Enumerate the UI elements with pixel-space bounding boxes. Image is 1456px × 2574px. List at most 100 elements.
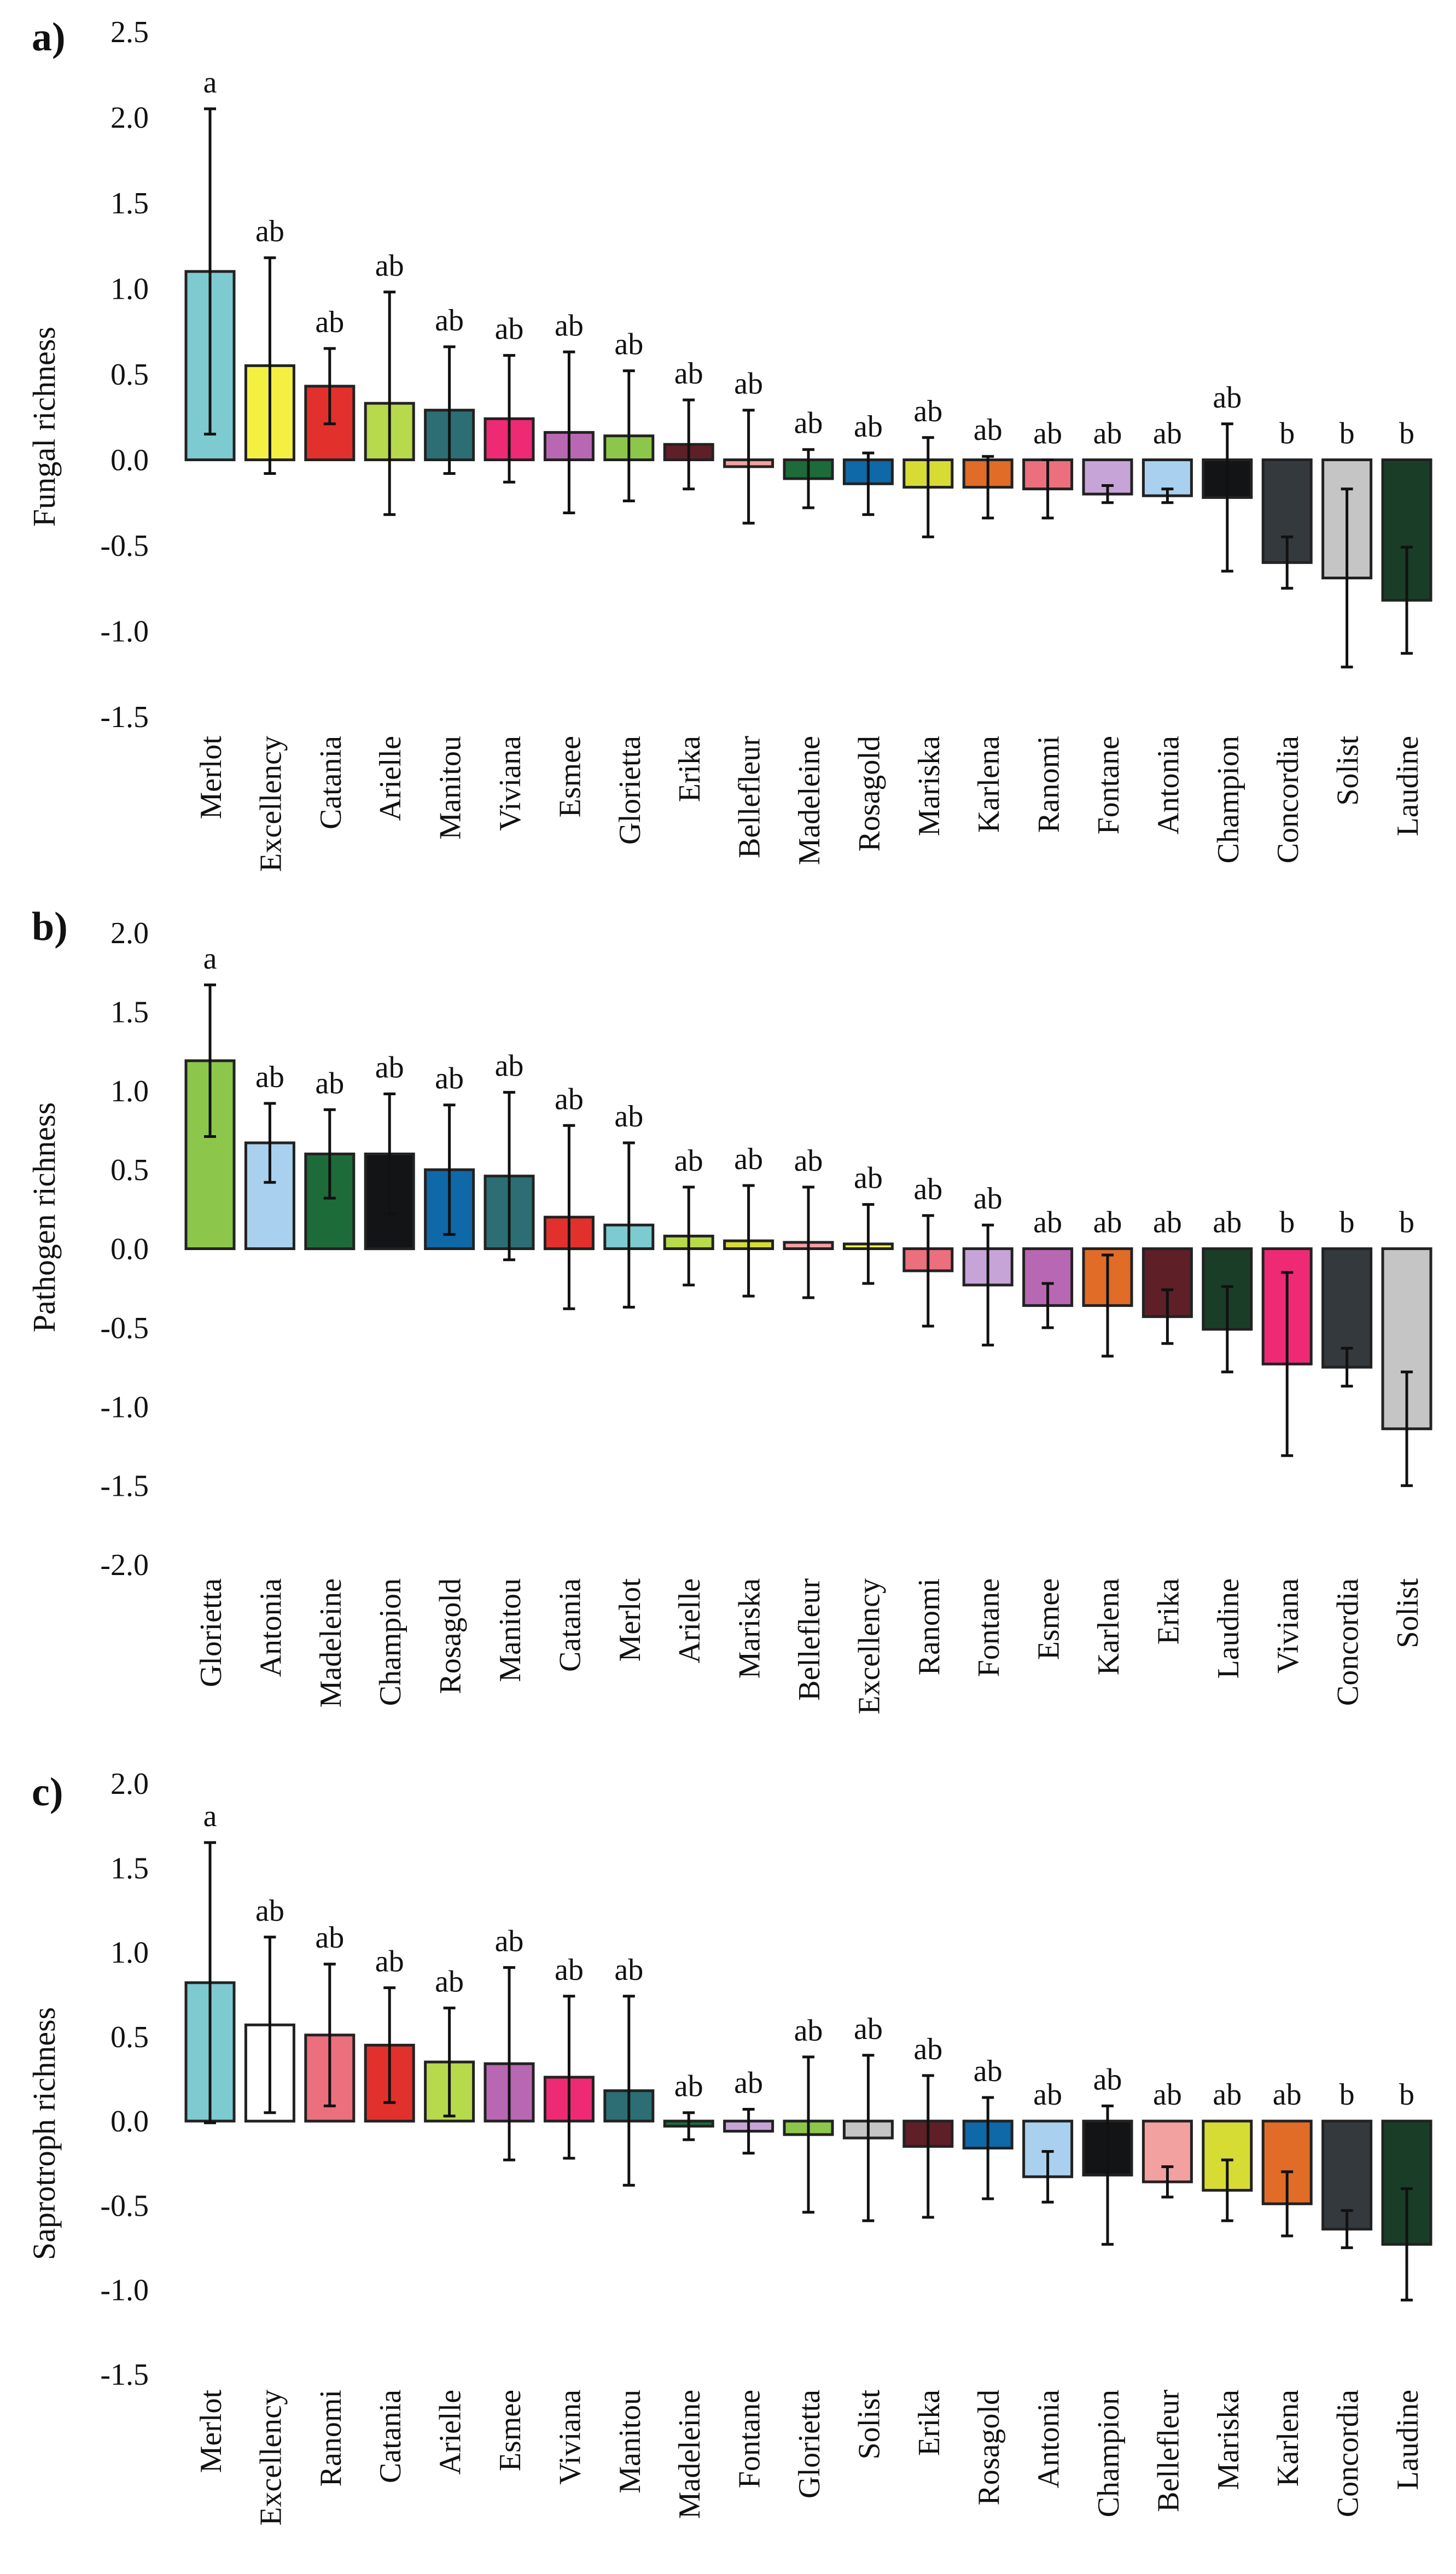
- y-tick-label-a-5: 1.0: [110, 272, 149, 306]
- y-tick-label-a-6: 1.5: [110, 187, 149, 220]
- x-tick-label-c-champion: Champion: [1092, 2390, 1126, 2517]
- significance-letter-b-erika: ab: [1153, 1206, 1182, 1240]
- significance-letter-a-rosagold: ab: [854, 410, 883, 444]
- x-tick-label-a-merlot: Merlot: [194, 736, 228, 820]
- panel-a: a) Fungal richness -1.5 -1.0 -0.5 0.0 0.5 1.0…: [26, 15, 1432, 872]
- y-axis-label-c: Saprotroph richness: [26, 2007, 62, 2260]
- y-tick-label-c-2: -0.5: [100, 2189, 149, 2223]
- significance-letter-c-solist: ab: [854, 2012, 883, 2046]
- significance-letter-a-glorietta: ab: [614, 328, 643, 362]
- x-tick-label-a-antonia: Antonia: [1151, 736, 1185, 835]
- significance-letter-a-bellefleur: ab: [734, 367, 763, 401]
- x-tick-label-c-fontane: Fontane: [733, 2390, 767, 2488]
- y-tick-label-c-4: 0.5: [110, 2020, 149, 2054]
- x-tick-label-c-ranomi: Ranomi: [314, 2390, 348, 2486]
- y-tick-label-c-3: 0.0: [110, 2105, 149, 2139]
- significance-letter-c-karlena: ab: [1273, 2078, 1302, 2112]
- significance-letter-c-catania: ab: [375, 1944, 404, 1978]
- x-tick-label-c-karlena: Karlena: [1271, 2390, 1305, 2486]
- significance-letter-a-antonia: ab: [1153, 417, 1182, 451]
- x-tick-label-b-glorietta: Glorietta: [194, 1578, 228, 1687]
- y-tick-label-b-7: 1.5: [110, 995, 149, 1029]
- x-tick-label-b-erika: Erika: [1151, 1578, 1185, 1645]
- x-tick-label-b-viviana: Viviana: [1271, 1578, 1305, 1674]
- x-tick-label-b-merlot: Merlot: [613, 1578, 647, 1662]
- x-tick-label-c-excellency: Excellency: [254, 2390, 288, 2526]
- significance-letter-b-solist: b: [1399, 1206, 1414, 1240]
- significance-letter-b-champion: ab: [375, 1051, 404, 1085]
- chart-b: -2.0 -1.5 -1.0 -0.5 0.0 0.5 1.0 1.5 2.0 a Gloriett…: [100, 916, 1432, 1715]
- x-tick-label-b-laudine: Laudine: [1212, 1578, 1245, 1678]
- x-tick-label-b-catania: Catania: [553, 1578, 587, 1672]
- significance-letter-a-champion: ab: [1213, 381, 1242, 415]
- significance-letter-a-esmee: ab: [555, 309, 584, 342]
- y-tick-label-c-5: 1.0: [110, 1936, 149, 1970]
- x-tick-label-a-viviana: Viviana: [493, 736, 527, 831]
- chart-c: -1.5 -1.0 -0.5 0.0 0.5 1.0 1.5 2.0 a Merlot ab Exce…: [100, 1767, 1432, 2526]
- significance-letter-b-bellefleur: ab: [794, 1144, 823, 1178]
- y-tick-label-b-2: -1.0: [100, 1390, 149, 1424]
- y-tick-label-a-2: -0.5: [100, 529, 149, 563]
- y-tick-label-c-0: -1.5: [100, 2358, 149, 2392]
- significance-letter-b-esmee: ab: [1033, 1206, 1062, 1240]
- x-tick-label-b-fontane: Fontane: [972, 1578, 1006, 1677]
- x-tick-label-a-champion: Champion: [1212, 736, 1245, 863]
- x-tick-label-c-madeleine: Madeleine: [673, 2390, 707, 2519]
- x-tick-label-b-ranomi: Ranomi: [912, 1578, 946, 1675]
- x-tick-label-a-catania: Catania: [314, 736, 348, 829]
- x-tick-label-a-excellency: Excellency: [254, 736, 288, 872]
- x-tick-label-a-arielle: Arielle: [374, 736, 407, 821]
- y-tick-label-b-4: 0.0: [110, 1233, 149, 1266]
- x-tick-label-c-arielle: Arielle: [434, 2390, 468, 2474]
- y-tick-label-b-8: 2.0: [110, 916, 149, 950]
- significance-letter-a-solist: b: [1339, 417, 1355, 451]
- bar-b-antonia: [244, 1141, 295, 1250]
- significance-letter-b-concordia: b: [1339, 1206, 1355, 1240]
- x-tick-label-c-manitou: Manitou: [613, 2390, 647, 2494]
- x-tick-label-b-karlena: Karlena: [1092, 1578, 1126, 1675]
- x-tick-label-b-madeleine: Madeleine: [314, 1578, 348, 1707]
- significance-letter-a-concordia: b: [1279, 417, 1295, 451]
- x-tick-label-b-bellefleur: Bellefleur: [793, 1578, 826, 1701]
- x-tick-label-b-excellency: Excellency: [852, 1578, 886, 1715]
- significance-letter-c-fontane: ab: [734, 2066, 763, 2100]
- x-tick-label-b-champion: Champion: [374, 1578, 407, 1706]
- x-tick-label-a-karlena: Karlena: [972, 736, 1006, 833]
- x-tick-label-a-solist: Solist: [1331, 736, 1365, 806]
- significance-letter-a-manitou: ab: [435, 304, 464, 338]
- y-tick-label-a-8: 2.5: [110, 15, 149, 49]
- y-tick-label-b-5: 0.5: [110, 1153, 149, 1187]
- y-tick-label-a-3: 0.0: [110, 444, 149, 478]
- panel-label-b: b): [32, 904, 68, 949]
- x-tick-label-a-rosagold: Rosagold: [852, 736, 886, 852]
- y-tick-label-c-1: -1.0: [100, 2274, 149, 2308]
- x-tick-label-c-laudine: Laudine: [1391, 2390, 1425, 2490]
- significance-letter-a-merlot: a: [203, 66, 217, 100]
- x-tick-label-a-manitou: Manitou: [434, 736, 468, 840]
- significance-letter-a-catania: ab: [315, 305, 344, 339]
- x-tick-label-c-esmee: Esmee: [493, 2390, 527, 2471]
- y-tick-label-b-3: -0.5: [100, 1311, 149, 1345]
- x-tick-label-a-bellefleur: Bellefleur: [733, 736, 767, 858]
- significance-letter-b-catania: ab: [555, 1082, 584, 1116]
- x-tick-label-b-rosagold: Rosagold: [434, 1578, 468, 1694]
- x-tick-label-a-ranomi: Ranomi: [1032, 736, 1066, 833]
- y-tick-label-b-0: -2.0: [100, 1548, 149, 1582]
- significance-letter-c-arielle: ab: [435, 1965, 464, 1998]
- significance-letter-c-champion: ab: [1093, 2062, 1122, 2096]
- x-tick-label-a-concordia: Concordia: [1271, 736, 1305, 863]
- significance-letter-a-madeleine: ab: [794, 406, 823, 440]
- significance-letter-b-manitou: ab: [495, 1049, 524, 1083]
- y-tick-label-b-6: 1.0: [110, 1074, 149, 1108]
- significance-letter-c-viviana: ab: [555, 1953, 584, 1987]
- x-tick-label-b-esmee: Esmee: [1032, 1578, 1066, 1660]
- x-tick-label-c-bellefleur: Bellefleur: [1151, 2390, 1185, 2512]
- x-tick-label-b-mariska: Mariska: [733, 1578, 767, 1679]
- significance-letter-c-esmee: ab: [495, 1924, 524, 1958]
- panel-c: c) Saprotroph richness -1.5 -1.0 -0.5 0.0 0.…: [26, 1767, 1432, 2526]
- bar-b-concordia: [1321, 1247, 1373, 1369]
- x-tick-label-a-fontane: Fontane: [1092, 736, 1126, 834]
- significance-letter-b-glorietta: a: [203, 942, 217, 975]
- significance-letter-b-rosagold: ab: [435, 1062, 464, 1096]
